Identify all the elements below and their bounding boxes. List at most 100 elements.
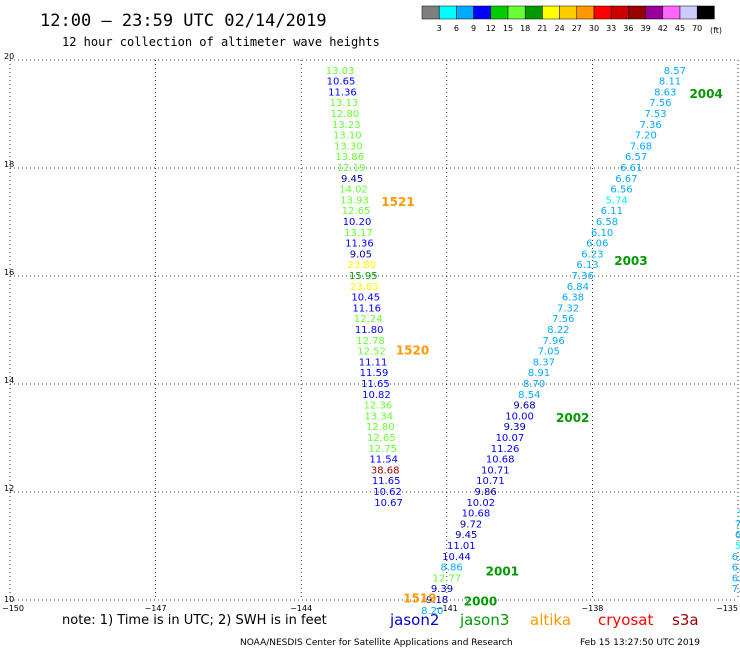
wave-height-value: 6.6 (735, 530, 740, 541)
legend-swatch (593, 5, 612, 20)
wave-height-value: 15.95 (349, 271, 378, 282)
legend-label: 3 (437, 24, 442, 33)
legend-swatch (628, 5, 646, 20)
legend-label: 12 (486, 24, 496, 33)
legend-swatch (576, 5, 595, 20)
pass-number-label: 2003 (614, 254, 647, 268)
legend-label: 42 (658, 24, 668, 33)
wave-height-value: 10.45 (351, 293, 380, 304)
legend-label: 6 (454, 24, 459, 33)
wave-height-value: 8.54 (518, 390, 540, 401)
wave-height-value: 6.56 (610, 185, 632, 196)
wave-height-value: 12.65 (367, 433, 396, 444)
x-tick-label: −147 (145, 604, 167, 613)
legend-unit: (ft) (710, 26, 722, 35)
wave-height-value: 11.65 (372, 476, 401, 487)
legend-label: 9 (471, 24, 476, 33)
wave-height-value: 6.52 (732, 552, 740, 563)
wave-height-value: 7.96 (542, 336, 564, 347)
color-scale-legend: 3 6 9 12 15 18 21 24 27 30 33 36 39 42 45 70 (421, 5, 715, 33)
legend-swatch (456, 5, 474, 20)
footnote: note: 1) Time is in UTC; 2) SWH is in fe… (62, 613, 327, 628)
wave-height-value: 11.80 (355, 325, 384, 336)
legend-swatch (662, 5, 681, 20)
x-tick-label: −150 (2, 604, 24, 613)
legend-swatch (490, 5, 509, 20)
pass-number-label: 2001 (486, 565, 519, 579)
wave-height-value: 6.61 (620, 163, 642, 174)
wave-height-value: 6.11 (601, 206, 623, 217)
wave-height-value: 7.36 (640, 120, 662, 131)
legend-swatch (696, 5, 715, 20)
y-tick-label: 14 (4, 376, 14, 385)
wave-height-value: 13.93 (340, 195, 369, 206)
y-tick-label: 10 (4, 595, 14, 604)
legend-label: 24 (555, 24, 565, 33)
wave-height-value: 6.38 (562, 293, 584, 304)
pass-labels: 1521 1520 1519 2004 2003 2002 2001 2000 (381, 87, 723, 609)
wave-height-value: 12.75 (368, 444, 397, 455)
legend-swatch (645, 5, 664, 20)
wave-height-value: 9.68 (513, 401, 535, 412)
satellite-label: jason2 (389, 611, 439, 629)
wave-height-value: 6.67 (615, 174, 637, 185)
satellite-label: s3a (672, 611, 699, 629)
legend-label: 70 (692, 24, 702, 33)
pass-number-label: 1521 (381, 195, 414, 209)
wave-height-value: 9.39 (504, 422, 526, 433)
wave-height-value: 13.03 (326, 66, 355, 77)
wave-height-value: 6.54 (732, 573, 740, 584)
axis-ticks: −150 −147 −144 −141 −138 −135 10 12 14 16 18 20 (2, 52, 738, 613)
data-points: 13.0310.6511.3613.1312.8013.2313.1013.30… (326, 66, 740, 617)
wave-height-value: 9.72 (460, 519, 482, 530)
wave-height-value: 11.11 (359, 357, 388, 368)
satellite-label: jason3 (459, 611, 509, 629)
wave-height-value: 10.82 (362, 390, 391, 401)
legend-label: 36 (623, 24, 633, 33)
legend-swatch (507, 5, 526, 20)
wave-height-value: 5. (738, 509, 740, 520)
wave-height-value: 11.16 (352, 303, 381, 314)
wave-height-value: 11.26 (491, 444, 520, 455)
wave-height-value: 11.59 (360, 368, 389, 379)
wave-height-value: 14.02 (339, 185, 368, 196)
legend-label: 27 (572, 24, 582, 33)
wave-height-value: 6.10 (591, 228, 613, 239)
wave-height-value: 8.91 (528, 368, 550, 379)
wave-height-value: 7.32 (557, 303, 579, 314)
wave-height-value: 7.4 (735, 519, 740, 530)
y-tick-label: 18 (4, 160, 14, 169)
wave-height-value: 10.65 (327, 77, 356, 88)
wave-height-value: 8.11 (659, 77, 681, 88)
footer-credit: NOAA/NESDIS Center for Satellite Applica… (240, 638, 513, 648)
wave-height-value: 7.39 (732, 584, 740, 595)
wave-height-value: 23.63 (350, 282, 379, 293)
wave-height-value: 9.05 (350, 249, 372, 260)
legend-label: 30 (589, 24, 599, 33)
x-tick-label: −144 (290, 604, 312, 613)
wave-height-value: 10.62 (373, 487, 402, 498)
legend-swatch (473, 5, 492, 20)
wave-height-value: 10.68 (462, 509, 491, 520)
wave-height-value: 6.15 (732, 563, 740, 574)
legend-swatch (610, 5, 629, 20)
wave-height-value: 10.68 (486, 455, 515, 466)
pass-number-label: 1519 (403, 592, 436, 606)
wave-height-value: 7.36 (572, 271, 594, 282)
wave-height-value: 10.44 (442, 552, 471, 563)
legend-label: 21 (537, 24, 547, 33)
legend-swatch (559, 5, 578, 20)
wave-height-value: 10.07 (496, 433, 525, 444)
wave-height-value: 7.56 (649, 98, 671, 109)
wave-height-value: 9.45 (341, 174, 363, 185)
pass-number-label: 2002 (556, 411, 589, 425)
wave-height-value: 9.39 (431, 584, 453, 595)
wave-height-value: 6.58 (596, 217, 618, 228)
wave-height-value: 6.06 (586, 239, 608, 250)
wave-height-value: 13.34 (365, 411, 394, 422)
pass-number-label: 2004 (689, 87, 722, 101)
wave-height-value: 6.57 (625, 152, 647, 163)
wave-height-value: 8.37 (533, 357, 555, 368)
x-tick-label: −135 (716, 604, 738, 613)
